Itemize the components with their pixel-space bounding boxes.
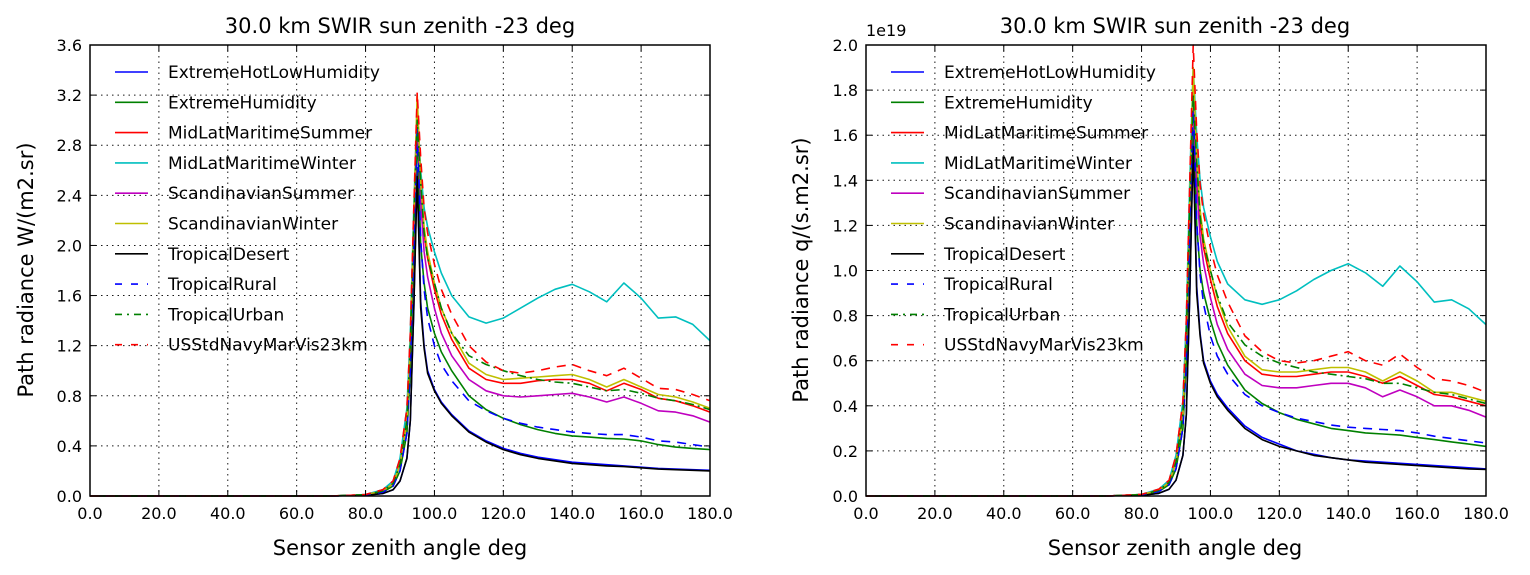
tick-labels: 0.0 20.0 40.0 60.0 80.0 100.0 120.0 140.0 160.0 1… <box>833 36 1509 523</box>
tick-labels: 0.0 20.0 40.0 60.0 80.0 100.0 120.0 140.0 160.0 1… <box>57 36 733 523</box>
legend-label: ExtremeHumidity <box>944 93 1093 113</box>
legend-label: ScandinavianSummer <box>944 184 1130 204</box>
y-tick-label: 2.8 <box>57 136 82 155</box>
legend-label: ScandinavianWinter <box>168 215 338 235</box>
y-tick-label: 0.8 <box>833 307 858 326</box>
y-tick-label: 1.2 <box>57 337 82 356</box>
left-chart-panel: 30.0 km SWIR sun zenith -23 deg Sensor z… <box>14 14 733 560</box>
x-axis-label: Sensor zenith angle deg <box>1048 536 1302 560</box>
x-tick-label: 140.0 <box>1325 504 1371 523</box>
y-tick-label: 3.2 <box>57 86 82 105</box>
x-tick-label: 180.0 <box>687 504 733 523</box>
legend-label: MidLatMaritimeSummer <box>168 124 372 144</box>
y-axis-offset-label: 1e19 <box>866 21 906 40</box>
y-tick-label: 1.4 <box>833 171 858 190</box>
y-tick-label: 0.4 <box>57 437 82 456</box>
y-tick-label: 2.4 <box>57 186 82 205</box>
legend-label: MidLatMaritimeSummer <box>944 124 1148 144</box>
y-axis-label: Path radiance q/(s.m2.sr) <box>789 137 813 402</box>
x-tick-label: 20.0 <box>141 504 177 523</box>
plot-frame <box>865 44 1487 497</box>
y-tick-label: 0.0 <box>57 487 82 506</box>
y-tick-label: 3.6 <box>57 36 82 55</box>
chart-title: 30.0 km SWIR sun zenith -23 deg <box>225 14 575 38</box>
legend-label: MidLatMaritimeWinter <box>168 154 356 174</box>
y-tick-label: 1.6 <box>833 126 858 145</box>
y-axis-label: Path radiance W/(m2.sr) <box>14 142 38 397</box>
x-tick-label: 160.0 <box>1394 504 1440 523</box>
y-tick-label: 1.6 <box>57 287 82 306</box>
x-tick-label: 160.0 <box>618 504 664 523</box>
x-tick-label: 120.0 <box>480 504 526 523</box>
y-tick-label: 0.8 <box>57 387 82 406</box>
x-tick-label: 140.0 <box>549 504 595 523</box>
x-tick-label: 40.0 <box>986 504 1022 523</box>
legend-label: USStdNavyMarVis23km <box>944 336 1144 356</box>
legend-label: TropicalRural <box>943 275 1053 295</box>
x-tick-label: 180.0 <box>1463 504 1509 523</box>
legend-label: USStdNavyMarVis23km <box>168 336 368 356</box>
right-chart-panel: 30.0 km SWIR sun zenith -23 deg 1e19 Sen… <box>789 14 1509 560</box>
x-tick-label: 0.0 <box>853 504 878 523</box>
legend: ExtremeHotLowHumidity ExtremeHumidity MidL… <box>115 63 380 356</box>
x-tick-label: 40.0 <box>210 504 246 523</box>
x-tick-label: 60.0 <box>1055 504 1091 523</box>
legend-label: TropicalRural <box>167 275 277 295</box>
x-tick-label: 80.0 <box>348 504 384 523</box>
chart-title: 30.0 km SWIR sun zenith -23 deg <box>1000 14 1350 38</box>
legend-label: ExtremeHotLowHumidity <box>944 63 1156 83</box>
x-tick-label: 100.0 <box>1188 504 1234 523</box>
legend: ExtremeHotLowHumidity ExtremeHumidity MidL… <box>891 63 1156 356</box>
plot-frame <box>89 44 711 497</box>
y-tick-label: 1.0 <box>833 262 858 281</box>
legend-label: TropicalDesert <box>167 245 290 265</box>
legend-label: ScandinavianWinter <box>944 215 1114 235</box>
x-tick-label: 0.0 <box>77 504 102 523</box>
legend-label: ScandinavianSummer <box>168 184 354 204</box>
x-axis-label: Sensor zenith angle deg <box>273 536 527 560</box>
y-tick-label: 2.0 <box>57 236 82 255</box>
legend-label: TropicalDesert <box>943 245 1066 265</box>
x-tick-label: 120.0 <box>1256 504 1302 523</box>
y-tick-label: 2.0 <box>833 36 858 55</box>
legend-label: ExtremeHotLowHumidity <box>168 63 380 83</box>
legend-label: MidLatMaritimeWinter <box>944 154 1132 174</box>
x-tick-label: 80.0 <box>1124 504 1160 523</box>
y-tick-label: 1.8 <box>833 81 858 100</box>
legend-label: TropicalUrban <box>943 305 1060 325</box>
y-tick-label: 1.2 <box>833 216 858 235</box>
x-tick-label: 60.0 <box>279 504 315 523</box>
y-tick-label: 0.2 <box>833 442 858 461</box>
grid-lines <box>90 45 710 496</box>
y-tick-label: 0.0 <box>833 487 858 506</box>
y-tick-label: 0.4 <box>833 397 858 416</box>
x-tick-label: 100.0 <box>412 504 458 523</box>
x-tick-label: 20.0 <box>917 504 953 523</box>
legend-label: TropicalUrban <box>167 305 284 325</box>
y-tick-label: 0.6 <box>833 352 858 371</box>
legend-label: ExtremeHumidity <box>168 93 317 113</box>
